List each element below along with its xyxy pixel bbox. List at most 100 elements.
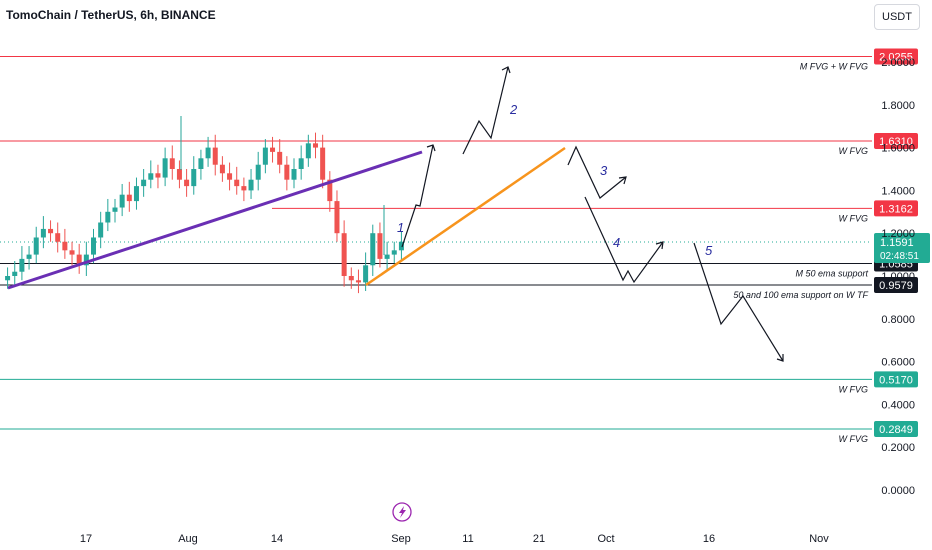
purple-trendline[interactable] <box>7 150 423 290</box>
candle-body <box>19 258 25 272</box>
candle-body <box>341 233 347 276</box>
candle-body <box>327 179 333 202</box>
candle-body <box>141 179 147 187</box>
wave-arrowhead-2 <box>501 66 511 74</box>
wave-arrowhead-5 <box>776 354 784 362</box>
y-tick-label: 1.0000 <box>881 271 915 283</box>
candle-body <box>162 158 168 178</box>
candle-body <box>5 276 11 281</box>
wave-arrowhead-3 <box>618 176 627 185</box>
candle-body <box>62 241 68 251</box>
candle-body <box>112 207 118 212</box>
candle-body <box>105 211 111 223</box>
price-axis[interactable]: 2.0000 1.8000 1.6000 1.4000 1.2000 1.0000 0.80… <box>881 57 915 497</box>
candle-body <box>40 228 46 238</box>
candle-body <box>133 186 139 202</box>
candle-body <box>126 194 132 202</box>
time-axis[interactable]: 17 Aug 14 Sep 11 21 Oct 16 Nov <box>80 533 829 545</box>
x-tick-label: 14 <box>271 533 283 545</box>
candle-body <box>355 280 361 283</box>
x-tick-label: Sep <box>391 533 411 545</box>
candle-body <box>255 164 261 180</box>
level-price-label: 2.0255 <box>879 52 913 64</box>
wave-path-1[interactable] <box>401 144 434 248</box>
candle-body <box>384 254 390 259</box>
candle-body <box>33 237 39 255</box>
level-price-badge <box>874 48 918 65</box>
candle-body <box>284 164 290 180</box>
x-tick-label: 17 <box>80 533 92 545</box>
candle-body <box>205 147 211 159</box>
y-tick-label: 0.4000 <box>881 399 915 411</box>
candle-body <box>262 147 268 165</box>
candle-body <box>155 173 161 178</box>
wave-arrowhead-1 <box>426 144 436 152</box>
y-tick-label: 1.8000 <box>881 100 915 112</box>
candle-body <box>305 143 311 159</box>
candle-body <box>176 169 182 180</box>
x-tick-label: Aug <box>178 533 198 545</box>
candle-body <box>370 233 376 266</box>
y-tick-label: 1.6000 <box>881 143 915 155</box>
candle-body <box>219 164 225 174</box>
level-price-label: 0.2849 <box>879 424 913 436</box>
x-tick-label: 21 <box>533 533 545 545</box>
x-tick-label: 11 <box>462 533 473 545</box>
candle-body <box>363 265 369 283</box>
candles <box>5 116 404 294</box>
level-note: 50 and 100 ema support on W TF <box>733 290 868 300</box>
candle-body <box>320 147 326 180</box>
level-note: W FVG <box>839 434 869 444</box>
drawings: 1 2 3 4 5 <box>7 66 784 362</box>
level-price-label: 1.6310 <box>879 136 913 148</box>
flash-icon[interactable] <box>392 502 412 522</box>
y-tick-label: 1.4000 <box>881 185 915 197</box>
y-tick-label: 0.2000 <box>881 442 915 454</box>
candle-body <box>334 201 340 234</box>
candle-body <box>76 254 82 266</box>
candle-body <box>227 173 233 180</box>
currency-button[interactable]: USDT <box>874 4 920 30</box>
wave-path-2[interactable] <box>462 66 509 155</box>
level-note: M 50 ema support <box>795 268 868 278</box>
y-tick-label: 0.0000 <box>881 485 915 497</box>
candle-body <box>98 222 104 238</box>
candle-body <box>191 169 197 187</box>
x-tick-label: 16 <box>703 533 715 545</box>
wave-label-1: 1 <box>397 220 404 235</box>
level-price-badge <box>874 132 918 149</box>
candle-body <box>148 173 154 180</box>
candle-body <box>391 250 397 255</box>
candle-body <box>69 250 75 255</box>
candle-body <box>277 151 283 165</box>
wave-label-5: 5 <box>705 243 713 258</box>
candle-body <box>184 179 190 187</box>
level-price-label: 0.5170 <box>879 374 913 386</box>
x-tick-label: Nov <box>809 533 829 545</box>
level-price-label: 1.3162 <box>879 203 913 215</box>
wave-path-3[interactable] <box>567 145 627 199</box>
candle-body <box>377 233 383 259</box>
candle-body <box>12 271 18 276</box>
candle-body <box>91 237 97 255</box>
level-price-badge <box>874 200 918 217</box>
level-price-label: 0.9579 <box>879 280 913 292</box>
level-note: W FVG <box>839 213 869 223</box>
countdown-label: 02:48:51 <box>880 251 919 262</box>
wave-path-4[interactable] <box>584 196 664 284</box>
y-tick-label: 0.6000 <box>881 357 915 369</box>
level-note: W FVG <box>839 384 869 394</box>
wave-path-5[interactable] <box>693 242 784 362</box>
horizontal-levels: 2.0255 M FVG + W FVG 1.6310 W FVG 1.3162 W FV… <box>0 48 930 444</box>
orange-trendline[interactable] <box>365 146 566 287</box>
y-tick-label: 0.8000 <box>881 314 915 326</box>
candle-body <box>212 147 218 165</box>
y-tick-label: 2.0000 <box>881 57 915 69</box>
candle-body <box>119 194 125 208</box>
wave-arrowhead-4 <box>655 241 664 250</box>
level-price-badge <box>874 277 918 294</box>
candle-body <box>270 147 276 152</box>
candle-body <box>234 179 240 187</box>
current-price-badge <box>874 232 930 263</box>
